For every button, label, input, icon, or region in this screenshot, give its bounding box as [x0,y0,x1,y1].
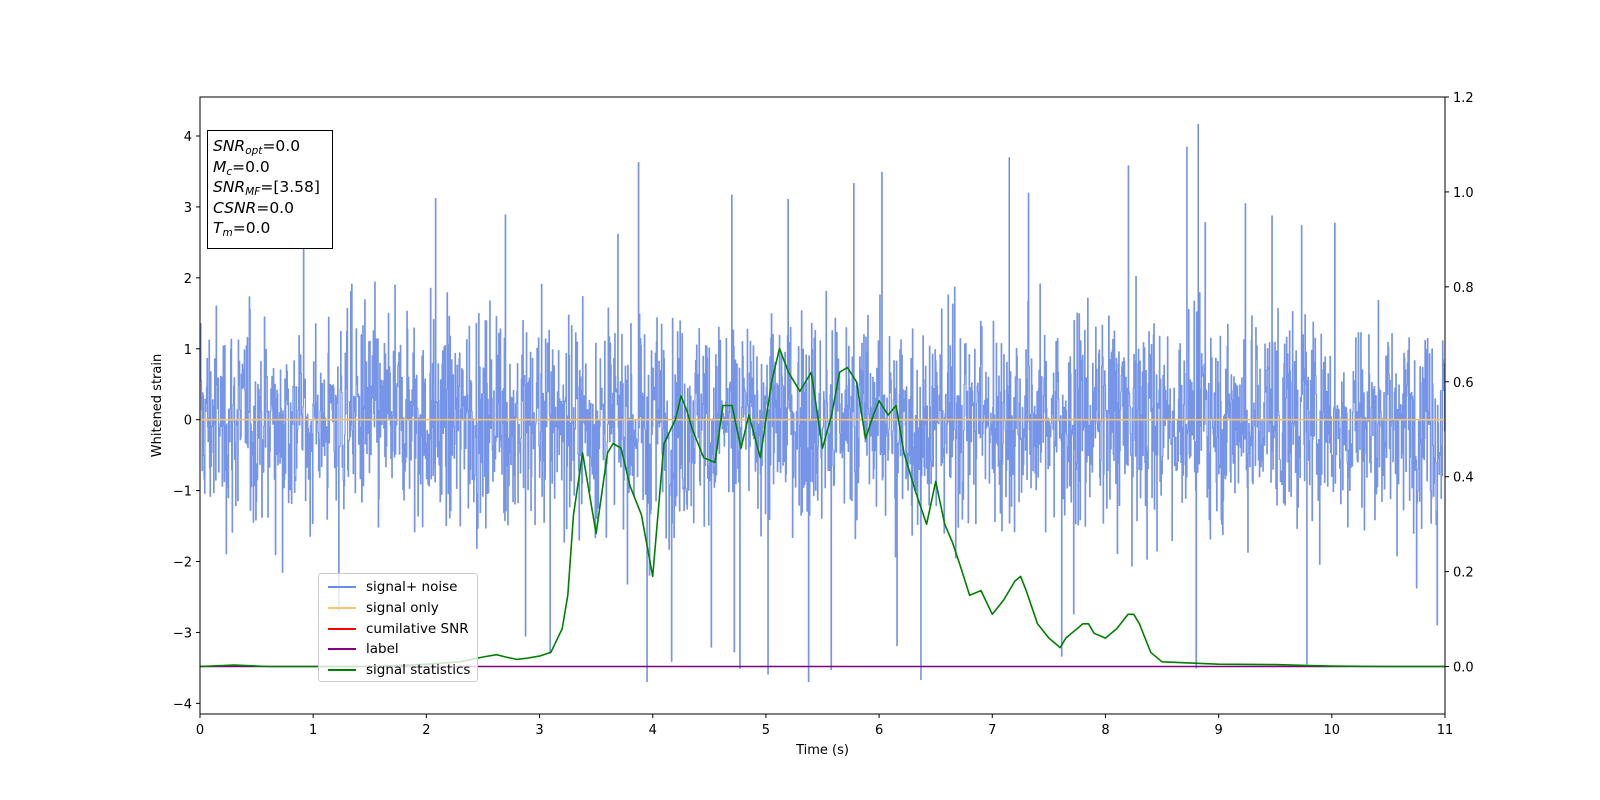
legend-label: signal statistics [366,662,471,679]
legend-item-signal-statistics: signal statistics [319,660,477,681]
snr-opt-row: SNRopt=0.0 [213,136,332,157]
legend-swatch [328,607,356,610]
x-tick-label: 11 [1437,723,1454,738]
y-right-tick-label: 0.8 [1453,281,1474,296]
tm-symbol: T [213,219,223,237]
csnr-symbol: CSNR [213,198,257,217]
x-tick-label: 1 [309,723,317,738]
y-left-tick-label: 1 [184,343,192,358]
x-tick-label: 7 [988,723,996,738]
mc-row: Mc=0.0 [213,157,332,178]
noise-trace [199,162,1446,683]
mc-subscript: c [226,165,233,178]
csnr-value: =0.0 [256,198,294,217]
x-tick-label: 8 [1101,723,1109,738]
x-tick-label: 4 [649,723,657,738]
y-right-tick-label: 1.2 [1453,91,1474,106]
y-left-tick-label: −3 [173,626,192,641]
mc-symbol: M [213,157,227,176]
x-tick-label: 5 [762,723,770,738]
y-left-tick-label: −2 [173,556,192,571]
y-left-tick-label: 2 [184,272,192,287]
y-right-tick-label: 0.0 [1453,661,1474,676]
mc-value: =0.0 [232,157,270,176]
legend-item-signal-only: signal only [319,598,477,619]
y-left-tick-label: 3 [184,201,192,216]
legend-swatch [328,648,356,651]
metrics-info-box: SNRopt=0.0 Mc=0.0 SNRMF=[3.58] CSNR=0.0 … [207,130,333,249]
y-left-tick-label: −1 [173,485,192,500]
x-tick-label: 6 [875,723,883,738]
x-tick-label: 0 [196,723,204,738]
snr-mf-row: SNRMF=[3.58] [213,177,332,198]
x-tick-label: 10 [1324,723,1341,738]
tm-value: =0.0 [232,219,271,237]
snr-opt-symbol: SNR [213,137,246,155]
y-right-tick-label: 0.6 [1453,376,1474,391]
chart-legend: signal+ noise signal only cumilative SNR… [318,573,478,682]
y-left-tick-label: 4 [184,130,192,145]
x-tick-label: 9 [1214,723,1222,738]
axes-frame [199,96,1446,715]
snr-mf-value: =[3.58] [260,178,320,196]
snr-opt-value: =0.0 [262,137,301,155]
legend-swatch [328,627,356,630]
x-axis-label: Time (s) [795,743,849,758]
y-left-tick-label: −4 [173,697,192,712]
tm-row: Tm=0.0 [213,218,332,239]
snr-opt-subscript: opt [245,145,263,157]
noise-series [199,123,1446,683]
legend-label: cumilative SNR [366,620,469,637]
series-line-signal-statistics [199,347,1445,668]
legend-item-signal-noise: signal+ noise [319,577,477,598]
x-tick-label: 3 [535,723,543,738]
csnr-row: CSNR=0.0 [213,198,332,219]
y-right-tick-label: 0.2 [1453,566,1474,581]
y-axis-label: Whitened strain [150,354,165,457]
snr-mf-symbol: SNR [213,178,246,196]
y-left-tick-label: 0 [184,414,192,429]
snr-mf-subscript: MF [245,186,261,198]
legend-label: signal+ noise [366,579,458,596]
legend-item-cumilative-snr: cumilative SNR [319,618,477,639]
legend-item-label: label [319,639,477,660]
legend-swatch [328,669,356,672]
y-axis-left: −4 −3 −2 −1 0 1 2 3 4 [173,130,200,712]
x-axis: 0 1 2 3 4 5 6 7 8 9 10 11 [196,714,1453,738]
legend-label: signal only [366,600,439,617]
y-axis-right: 0.0 0.2 0.4 0.6 0.8 1.0 1.2 [1445,91,1474,676]
tm-subscript: m [222,227,233,239]
y-right-tick-label: 0.4 [1453,471,1474,486]
y-right-tick-label: 1.0 [1453,186,1474,201]
legend-label: label [366,641,399,658]
legend-swatch [328,586,356,589]
x-tick-label: 2 [422,723,430,738]
